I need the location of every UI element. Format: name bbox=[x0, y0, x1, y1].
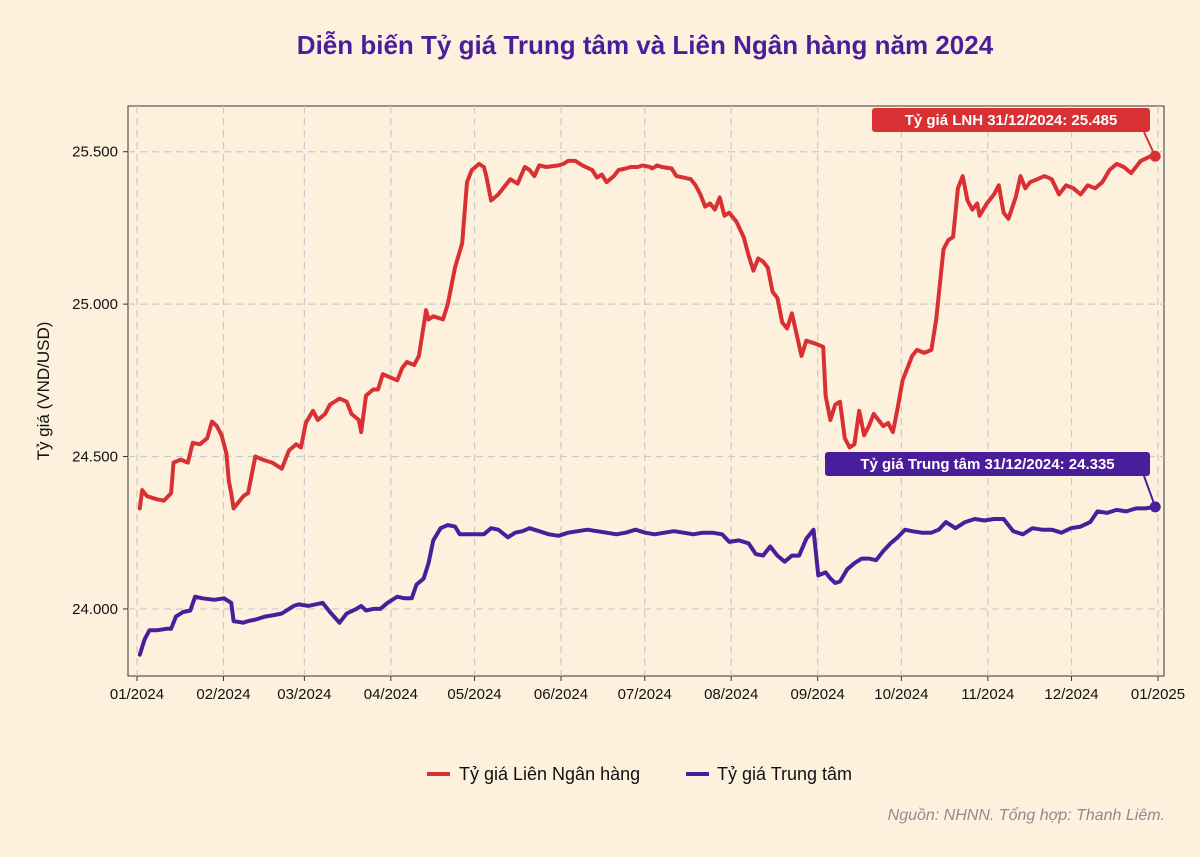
x-tick-label: 08/2024 bbox=[704, 686, 758, 703]
legend-label-lnh: Tỷ giá Liên Ngân hàng bbox=[459, 764, 640, 784]
y-axis-title: Tỷ giá (VND/USD) bbox=[34, 322, 53, 461]
y-tick-label: 24.500 bbox=[72, 449, 118, 466]
source-note: Nguồn: NHNN. Tổng hợp: Thanh Liêm. bbox=[888, 806, 1165, 824]
chart-title: Diễn biến Tỷ giá Trung tâm và Liên Ngân … bbox=[297, 30, 994, 60]
annotation-label-lnh: Tỷ giá LNH 31/12/2024: 25.485 bbox=[905, 112, 1118, 129]
y-tick-label: 25.500 bbox=[72, 144, 118, 161]
x-tick-label: 04/2024 bbox=[364, 686, 418, 703]
plot-panel bbox=[127, 105, 1165, 677]
y-axis: 24.000 24.500 25.000 25.500 bbox=[72, 144, 128, 618]
x-tick-label: 01/2025 bbox=[1131, 686, 1185, 703]
legend-label-tt: Tỷ giá Trung tâm bbox=[717, 764, 852, 784]
x-tick-label: 12/2024 bbox=[1044, 686, 1098, 703]
x-tick-label: 03/2024 bbox=[277, 686, 331, 703]
x-tick-label: 05/2024 bbox=[447, 686, 501, 703]
annotation-label-tt: Tỷ giá Trung tâm 31/12/2024: 24.335 bbox=[860, 456, 1114, 473]
x-tick-label: 07/2024 bbox=[618, 686, 672, 703]
x-tick-label: 06/2024 bbox=[534, 686, 588, 703]
series-line-lnh bbox=[137, 154, 1153, 511]
annotation-box-lnh bbox=[872, 108, 1150, 132]
y-tick-label: 25.000 bbox=[72, 296, 118, 313]
annotation-point-tt bbox=[1149, 501, 1161, 513]
gridlines bbox=[128, 106, 1164, 676]
annotations: Tỷ giá LNH 31/12/2024: 25.485 Tỷ giá Trun… bbox=[825, 108, 1161, 513]
series-line-tt bbox=[137, 504, 1158, 657]
x-axis: 01/2024 02/2024 03/2024 04/2024 05/2024 06/20… bbox=[110, 676, 1185, 703]
x-tick-label: 11/2024 bbox=[961, 686, 1014, 703]
y-tick-label: 24.000 bbox=[72, 601, 118, 618]
x-tick-label: 01/2024 bbox=[110, 686, 164, 703]
series-lines bbox=[137, 154, 1158, 657]
annotation-point-lnh bbox=[1149, 150, 1161, 162]
legend: Tỷ giá Liên Ngân hàng Tỷ giá Trung tâm bbox=[427, 764, 852, 784]
annotation-box-tt bbox=[825, 452, 1150, 476]
x-tick-label: 09/2024 bbox=[791, 686, 845, 703]
x-tick-label: 10/2024 bbox=[874, 686, 928, 703]
x-tick-label: 02/2024 bbox=[196, 686, 250, 703]
